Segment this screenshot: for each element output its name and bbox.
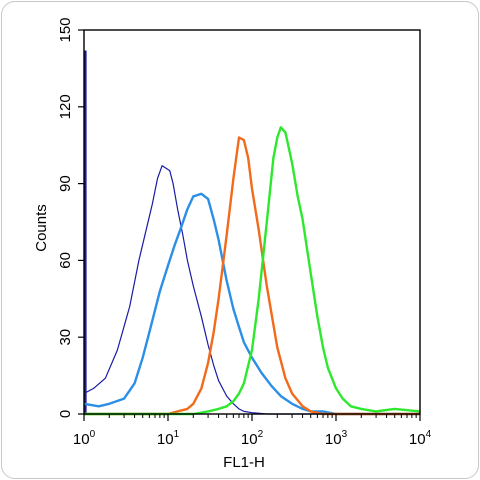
y-tick-label: 150 xyxy=(57,17,74,42)
y-tick-label: 30 xyxy=(57,329,74,346)
x-tick-label: 102 xyxy=(241,429,264,448)
x-tick-label: 100 xyxy=(73,429,96,448)
x-tick-label: 103 xyxy=(325,429,348,448)
y-tick-label: 0 xyxy=(57,410,74,418)
x-axis-title: FL1-H xyxy=(223,454,265,471)
y-tick-label: 90 xyxy=(57,175,74,192)
x-tick-label: 104 xyxy=(409,429,432,448)
y-tick-label: 60 xyxy=(57,252,74,269)
y-axis-title: Counts xyxy=(33,204,50,252)
series-line-2 xyxy=(83,192,420,416)
x-tick-label: 101 xyxy=(157,429,180,448)
series-line-3 xyxy=(84,136,420,416)
y-tick-label: 120 xyxy=(57,94,74,119)
axis-layer: 0 30 60 90 120 150 100 101 102 103 104 xyxy=(57,17,432,448)
series-layer xyxy=(83,50,421,416)
series-line-1 xyxy=(83,165,420,415)
series-line-4 xyxy=(84,126,421,416)
